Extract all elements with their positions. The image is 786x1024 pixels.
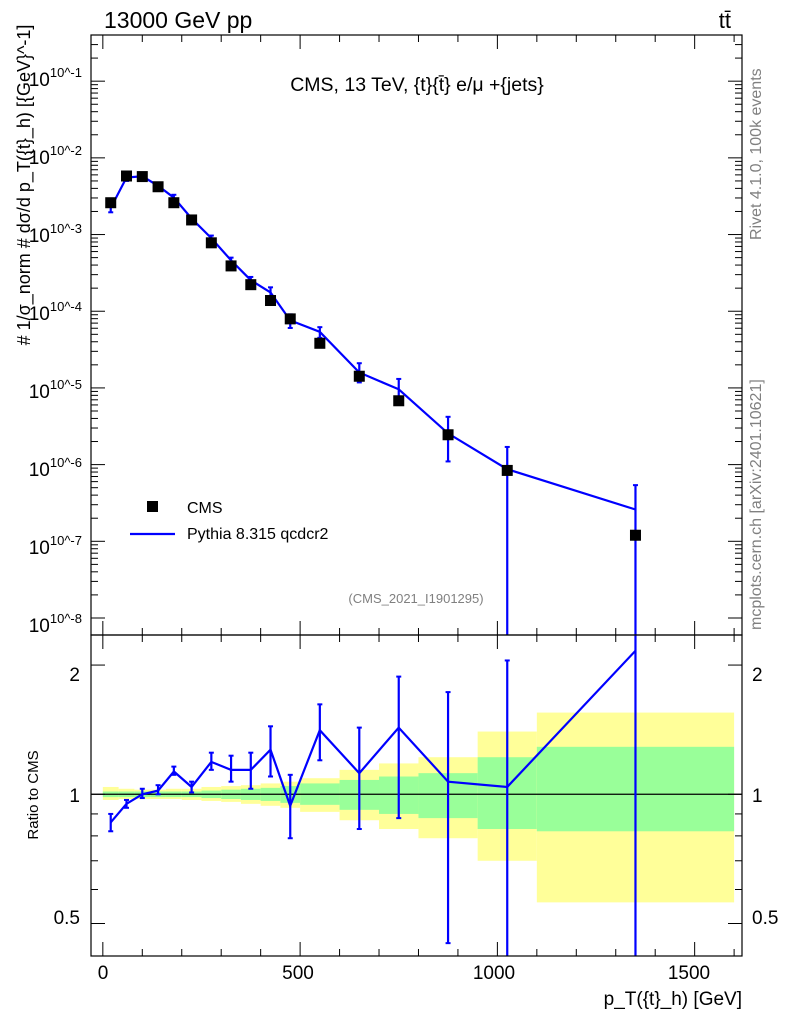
data-point — [629, 529, 641, 541]
rivet-version-label: Rivet 4.1.0, 100k events — [748, 68, 765, 240]
legend: CMS Pythia 8.315 qcdcr2 — [130, 500, 329, 543]
data-point — [105, 197, 117, 209]
analysis-tag: (CMS_2021_I1901295) — [348, 591, 483, 606]
data-point — [393, 395, 405, 407]
data-point — [501, 464, 513, 476]
data-point — [442, 429, 454, 441]
process-label: tt̄ — [719, 8, 731, 33]
ratio-axis-ticks — [91, 635, 742, 956]
data-point — [205, 237, 217, 249]
data-point — [245, 279, 257, 291]
xtick-label: 500 — [282, 963, 314, 984]
data-point — [136, 171, 148, 183]
data-point — [353, 370, 365, 382]
mcplots-reference-label: mcplots.cern.ch [arXiv:2401.10621] — [748, 379, 765, 630]
ratio-ytick-label-right: 1 — [752, 786, 763, 807]
ytick-label: 1010^-5 — [29, 377, 82, 403]
legend-data-marker — [147, 501, 158, 512]
collider-label: 13000 GeV pp — [104, 7, 252, 33]
main-panel: CMS, 13 TeV, {t}{t̄} e/μ +{jets} (CMS_20… — [14, 25, 743, 637]
main-frame — [90, 34, 743, 636]
xtick-label: 1500 — [668, 963, 710, 984]
main-ylabel: # 1/σ_norm # dσ/d p_T({t}_h) [{GeV}^-1] — [14, 25, 35, 346]
uncertainty-bands — [102, 712, 735, 903]
data-point — [265, 295, 277, 307]
ytick-label: 1010^-8 — [29, 611, 82, 637]
data-point — [314, 337, 326, 349]
ytick-label: 1010^-7 — [29, 533, 82, 559]
xtick-label: 0 — [98, 963, 109, 984]
data-point — [121, 170, 133, 182]
ratio-ytick-label: 1 — [69, 786, 80, 807]
panel-title: CMS, 13 TeV, {t}{t̄} e/μ +{jets} — [290, 74, 544, 96]
data-point — [186, 214, 198, 226]
xtick-label: 1000 — [473, 963, 515, 984]
legend-data-label: CMS — [187, 500, 223, 517]
main-axis-ticks — [91, 34, 742, 635]
ratio-ytick-label-right: 0.5 — [752, 908, 778, 929]
ratio-mc-line — [109, 649, 637, 824]
ratio-ytick-label: 2 — [69, 665, 80, 686]
data-markers — [105, 170, 641, 541]
main-ytick-labels: 1010^-8 1010^-7 1010^-6 1010^-5 1010^-4 … — [29, 65, 82, 637]
data-point — [225, 260, 237, 272]
xaxis-label: p_T({t}_h) [GeV] — [604, 989, 742, 1010]
ratio-frame — [90, 634, 743, 957]
data-point — [152, 181, 164, 193]
ratio-ylabel: Ratio to CMS — [25, 750, 42, 839]
data-point — [168, 197, 180, 209]
mc-error-bars — [108, 172, 638, 635]
ytick-label: 1010^-4 — [29, 299, 82, 325]
legend-mc-label: Pythia 8.315 qcdcr2 — [187, 526, 329, 543]
ytick-label: 1010^-3 — [29, 221, 82, 247]
ratio-ytick-label-right: 2 — [752, 665, 763, 686]
ratio-ytick-label: 0.5 — [54, 908, 80, 929]
data-point — [284, 313, 296, 325]
ytick-label: 1010^-1 — [29, 65, 82, 91]
ytick-label: 1010^-2 — [29, 143, 82, 169]
ratio-panel: 0.5 1 2 0.5 1 2 0 500 1000 1500 Ratio to… — [25, 634, 778, 1010]
mc-line — [109, 175, 636, 511]
ytick-label: 1010^-6 — [29, 455, 82, 481]
